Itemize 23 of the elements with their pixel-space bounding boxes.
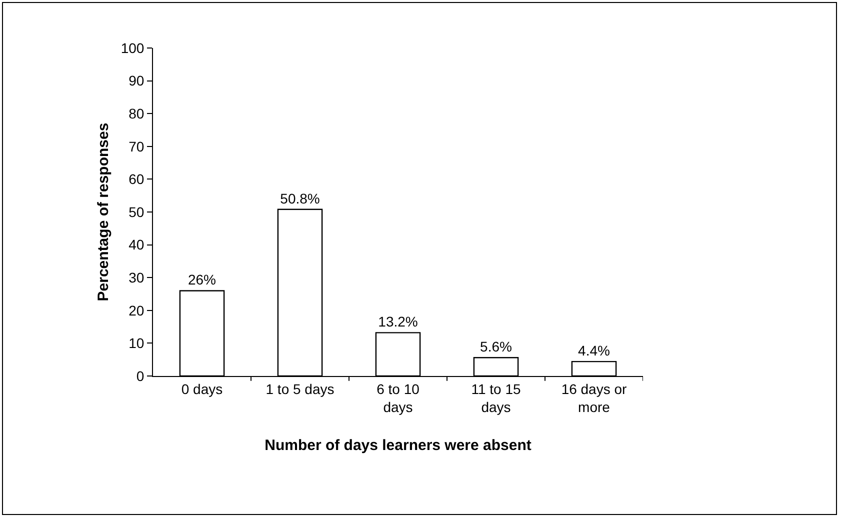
y-tick-label: 50: [128, 204, 144, 220]
data-label: 50.8%: [280, 190, 320, 206]
x-tick-label: 6 to 10 days: [376, 380, 420, 415]
data-label: 5.6%: [480, 338, 512, 355]
x-tick-label: 16 days or more: [561, 380, 628, 415]
y-tick-label: 60: [128, 171, 144, 188]
y-tick-label: 100: [120, 40, 144, 56]
data-label: 26%: [188, 272, 216, 288]
data-label: 13.2%: [378, 314, 418, 330]
x-tick-label: 1 to 5 days: [266, 380, 334, 397]
y-tick-label: 20: [128, 302, 144, 318]
y-tick-label: 0: [136, 368, 144, 384]
y-tick-label: 10: [128, 335, 144, 352]
y-tick-label: 90: [128, 72, 144, 89]
y-tick-label: 40: [128, 236, 144, 253]
x-tick-label: 0 days: [181, 380, 223, 397]
x-tick-label: 11 to 15 days: [471, 380, 521, 415]
y-tick-label: 30: [128, 270, 144, 286]
data-label: 4.4%: [578, 342, 610, 359]
y-tick-label: 80: [128, 106, 144, 122]
x-axis-title: Number of days learners were absent: [264, 437, 532, 454]
y-tick-label: 70: [128, 138, 144, 154]
y-axis-title: Percentage of responses: [95, 122, 112, 302]
